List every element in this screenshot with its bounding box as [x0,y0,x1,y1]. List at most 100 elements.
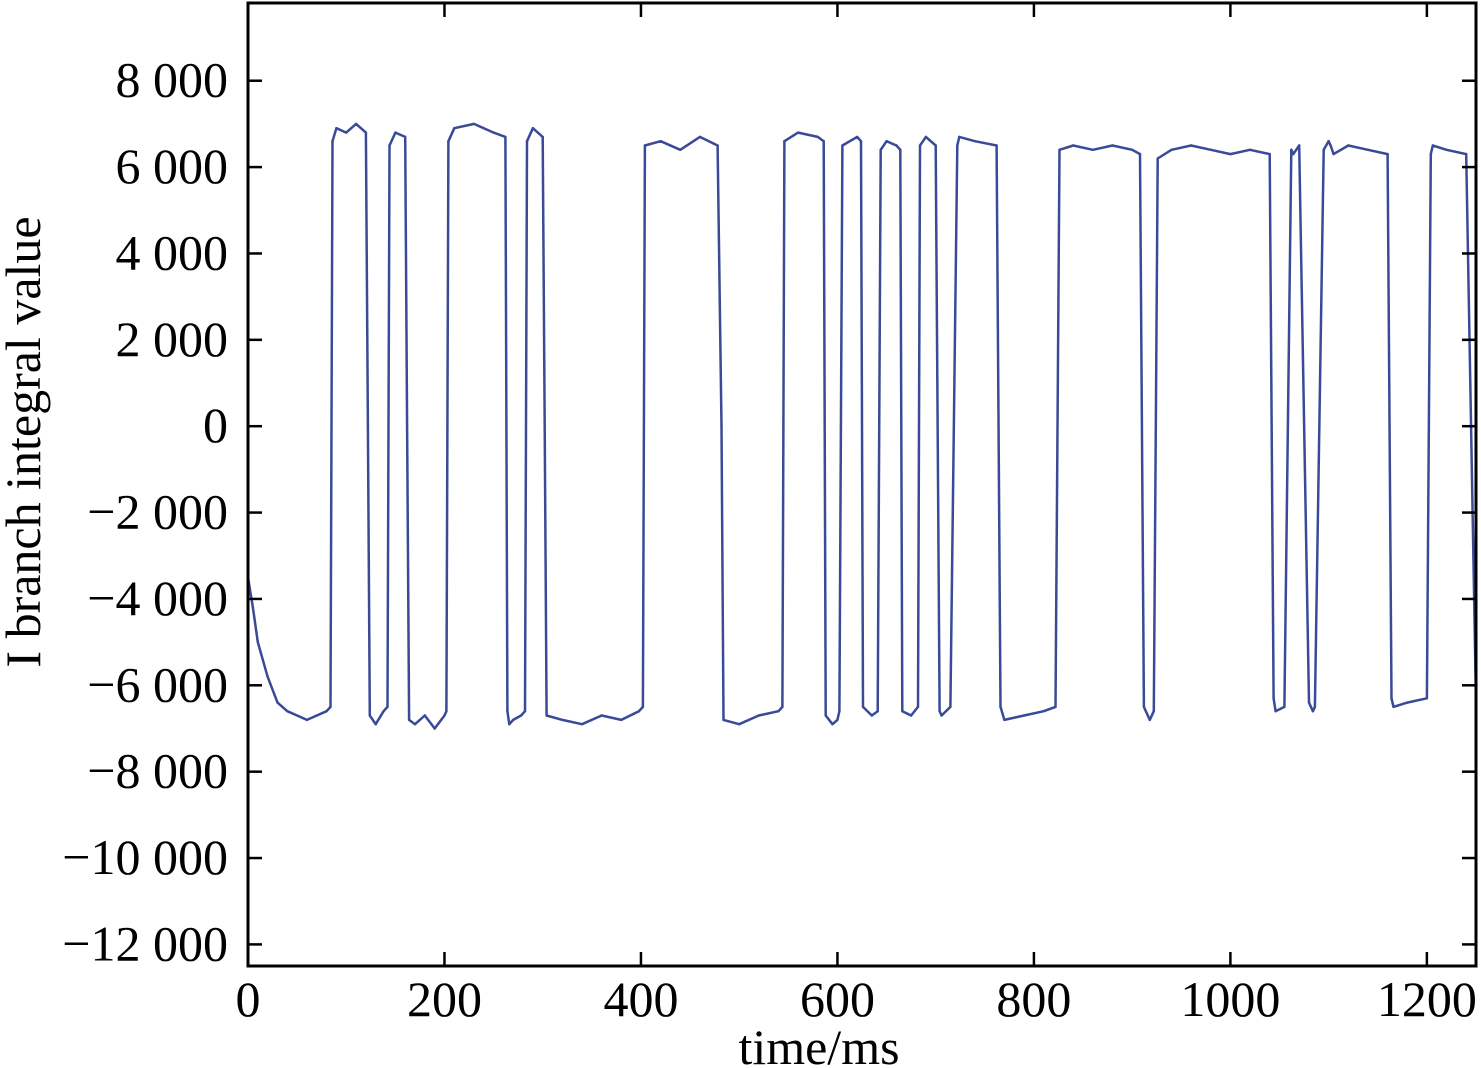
data-point [698,135,702,139]
data-point [286,710,289,713]
data-point [251,606,255,609]
data-point [895,144,898,147]
y-tick-label: 6 000 [116,138,229,194]
data-point [757,714,760,717]
data-point [1429,152,1433,156]
data-point [256,640,259,644]
data-point [1170,148,1173,151]
data-point [796,131,800,134]
data-point [1003,718,1006,722]
y-axis-label: I branch integral value [0,216,51,667]
data-point [1131,148,1134,151]
x-tick-label: 0 [236,971,261,1027]
data-point [407,718,411,722]
data-point [1138,152,1142,156]
data-point [386,705,389,709]
data-point [1268,152,1271,156]
data-point [447,140,450,143]
data-point [345,131,348,134]
data-point [620,718,623,722]
data-point [445,710,448,713]
data-point [394,131,397,134]
y-tick-label: 8 000 [116,52,229,108]
data-point [1091,148,1095,151]
x-tick-label: 400 [603,971,678,1027]
data-point [433,727,436,730]
data-point [909,714,913,717]
data-point [1425,697,1429,700]
data-point [1292,152,1295,156]
data-point [541,135,544,139]
data-point [1290,148,1293,151]
y-tick-label: −6 000 [87,656,228,712]
data-point [1406,701,1409,704]
data-point [315,714,318,717]
data-point [781,705,784,709]
data-point [1386,152,1389,156]
data-point [1274,710,1277,713]
data-point [1329,144,1332,147]
data-point [716,144,719,147]
data-point [1209,148,1213,151]
data-point [472,122,476,126]
data-point [1322,148,1325,151]
data-point [354,122,358,126]
data-point [443,714,446,717]
data-point [1445,148,1448,151]
x-tick-label: 200 [407,971,482,1027]
data-point [374,723,377,726]
data-point [508,723,511,726]
y-tick-label: −2 000 [87,484,228,540]
y-tick-label: −4 000 [87,570,228,626]
plot-frame [246,1,1478,968]
data-point [899,148,902,151]
data-point [1189,144,1193,147]
data-point [738,723,741,726]
data-point [504,135,507,139]
data-point [1347,144,1350,147]
data-point [838,710,841,713]
x-axis-label: time/ms [738,1019,899,1068]
data-point [1366,148,1370,151]
y-tick-label: −8 000 [87,743,228,799]
data-point [720,425,723,428]
data-point [1311,710,1315,713]
data-point [1058,148,1061,151]
data-point [295,714,299,717]
series-line [246,122,1478,730]
data-point [949,705,952,709]
data-point [404,135,407,139]
data-point [1298,144,1301,147]
data-point [1283,705,1286,709]
data-point [580,723,584,726]
data-point [543,425,546,428]
data-point [1054,705,1057,709]
y-tick-label: 0 [203,397,228,453]
data-point [561,718,564,722]
data-point [901,710,904,713]
data-point [841,144,844,147]
data-point [423,714,426,717]
data-point [1465,152,1468,156]
data-point [276,701,279,704]
data-point [305,718,309,722]
data-point [916,705,920,709]
data-point [1307,701,1311,704]
data-point [492,131,495,134]
data-point [637,710,641,713]
data-point [824,714,827,717]
data-point [368,714,371,717]
data-point [958,135,961,139]
data-point [783,140,786,143]
plot-layer [246,122,1478,730]
x-tick-label: 1000 [1180,971,1280,1027]
data-point [1332,152,1335,156]
data-point [335,127,338,130]
x-tick-label: 800 [996,971,1071,1027]
data-point [413,723,417,726]
data-point [836,718,839,722]
data-point [879,148,882,151]
data-point [1111,144,1114,147]
data-point [364,131,368,134]
